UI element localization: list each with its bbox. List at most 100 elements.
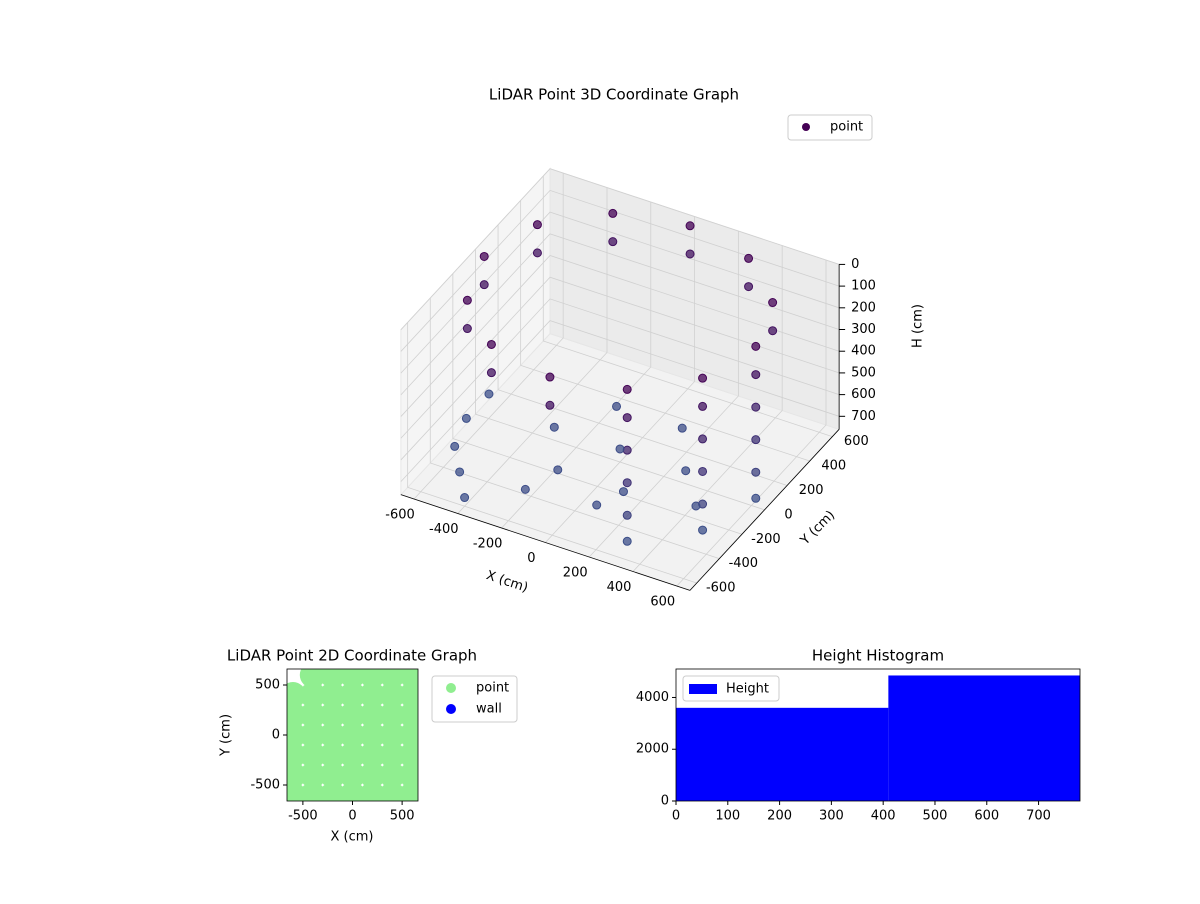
legend-marker	[446, 704, 456, 714]
z-tick-label: 100	[851, 279, 876, 294]
point	[299, 702, 326, 728]
point	[339, 722, 366, 748]
y-tick-label: 0	[272, 728, 280, 743]
y-tick-label: 0	[784, 507, 792, 522]
axis-line	[400, 494, 691, 591]
point	[549, 422, 559, 432]
x-tick-label: 500	[923, 809, 948, 824]
legend-marker	[446, 683, 456, 693]
z-tick-label: 0	[851, 257, 859, 272]
z-tick-label: 700	[851, 409, 876, 424]
x-tick-label: 200	[767, 809, 792, 824]
point	[287, 722, 306, 748]
grid-line	[400, 211, 840, 374]
point	[379, 782, 406, 801]
grid-line	[457, 187, 608, 514]
point	[608, 237, 618, 247]
legend-label: point	[476, 681, 509, 696]
x-tick-label: 400	[607, 580, 632, 595]
point	[319, 782, 346, 801]
point	[698, 401, 708, 411]
point	[299, 742, 326, 768]
grid-line	[545, 216, 695, 543]
point	[287, 682, 306, 708]
x-axis-label: X (cm)	[484, 568, 530, 596]
point	[379, 669, 406, 688]
point	[319, 722, 346, 748]
point	[545, 400, 555, 410]
x-tick-label: 600	[974, 809, 999, 824]
point	[455, 467, 465, 477]
point	[479, 280, 489, 290]
z-tick-label: 500	[851, 365, 876, 380]
y-axis-label: Y (cm)	[219, 714, 234, 757]
y-axis-label: Y (cm)	[797, 508, 838, 549]
point	[751, 467, 761, 477]
grid-line	[429, 298, 720, 560]
point	[339, 742, 366, 768]
point	[615, 444, 625, 454]
y-tick-label: -200	[751, 532, 781, 547]
point	[319, 702, 346, 728]
x-tick-label: 300	[819, 809, 844, 824]
point	[287, 742, 306, 768]
z-tick-label: 400	[851, 344, 876, 359]
point	[287, 702, 306, 728]
point	[685, 249, 695, 259]
point	[339, 762, 366, 788]
point	[379, 702, 406, 728]
point	[608, 208, 618, 218]
grid-line	[400, 276, 840, 439]
point	[359, 682, 386, 708]
y-tick-label: 400	[821, 459, 846, 474]
y-tick-label: 500	[255, 678, 280, 693]
point	[622, 384, 632, 394]
point	[484, 389, 494, 399]
z-tick-label: 600	[851, 387, 876, 402]
grid-line	[542, 176, 833, 438]
legend-box	[787, 114, 873, 141]
legend-swatch	[689, 684, 717, 694]
chart-title: Height Histogram	[812, 647, 944, 665]
point	[479, 251, 489, 261]
y-tick-label: 2000	[636, 742, 669, 757]
point	[399, 669, 418, 688]
point	[299, 722, 326, 748]
y-tick-label: 600	[844, 434, 869, 449]
point	[698, 434, 708, 444]
grid-line	[400, 168, 840, 331]
point	[622, 413, 632, 423]
point	[319, 762, 346, 788]
x-tick-label: -600	[385, 508, 415, 523]
x-tick-label: 0	[672, 809, 680, 824]
axes-frame	[675, 668, 1081, 802]
grid-line	[588, 231, 739, 558]
y-tick-label: -600	[706, 581, 736, 596]
point	[486, 339, 496, 349]
point	[532, 248, 542, 258]
point	[677, 423, 687, 433]
point	[399, 762, 418, 788]
point	[744, 282, 754, 292]
grid-line	[400, 298, 840, 461]
bar	[888, 675, 1080, 801]
point	[751, 435, 761, 445]
grid-line	[400, 189, 840, 352]
x-tick-label: 200	[563, 566, 588, 581]
point	[691, 501, 701, 511]
grid-line	[400, 233, 840, 396]
point	[379, 682, 406, 708]
point	[299, 669, 326, 688]
point	[319, 669, 346, 688]
plot-area	[287, 669, 418, 801]
point	[553, 465, 563, 475]
point	[681, 466, 691, 476]
point	[379, 722, 406, 748]
point	[698, 466, 708, 476]
point	[486, 368, 496, 378]
legend-label: point	[830, 120, 863, 135]
point	[399, 722, 418, 748]
x-tick-label: 400	[871, 809, 896, 824]
point	[622, 478, 632, 488]
